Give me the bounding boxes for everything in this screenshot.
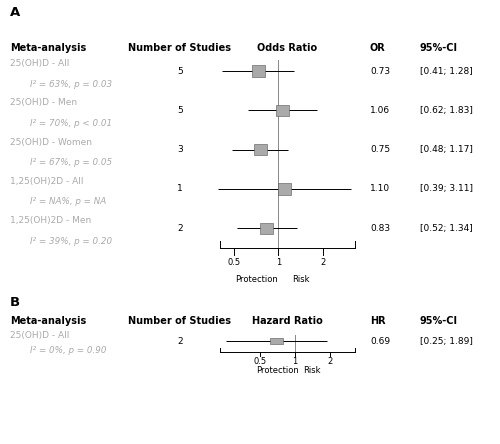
Text: OR: OR — [370, 43, 386, 53]
Text: 1,25(OH)2D - All: 1,25(OH)2D - All — [10, 177, 84, 186]
Text: I² = 0%, p = 0.90: I² = 0%, p = 0.90 — [30, 346, 106, 355]
Bar — [278, 183, 291, 194]
Text: Meta-analysis: Meta-analysis — [10, 43, 86, 53]
Text: 0.5: 0.5 — [228, 258, 241, 267]
Text: HR: HR — [370, 316, 386, 326]
Text: Protection: Protection — [256, 366, 299, 375]
Text: 25(OH)D - All: 25(OH)D - All — [10, 59, 70, 68]
Text: [0.25; 1.89]: [0.25; 1.89] — [420, 337, 473, 346]
Text: 0.75: 0.75 — [370, 145, 390, 154]
Text: Hazard Ratio: Hazard Ratio — [252, 316, 323, 326]
Text: I² = 63%, p = 0.03: I² = 63%, p = 0.03 — [30, 79, 112, 88]
Text: [0.41; 1.28]: [0.41; 1.28] — [420, 67, 473, 75]
Bar — [260, 222, 273, 234]
Text: 0.83: 0.83 — [370, 224, 390, 233]
Text: 95%-CI: 95%-CI — [420, 43, 458, 53]
Text: 3: 3 — [177, 145, 183, 154]
Text: Risk: Risk — [304, 366, 321, 375]
Text: 1.10: 1.10 — [370, 184, 390, 194]
Bar — [270, 338, 283, 345]
Text: 2: 2 — [327, 357, 332, 366]
Bar — [254, 144, 266, 155]
Text: Odds Ratio: Odds Ratio — [258, 43, 318, 53]
Text: 1.06: 1.06 — [370, 106, 390, 115]
Text: [0.39; 3.11]: [0.39; 3.11] — [420, 184, 473, 194]
Text: Number of Studies: Number of Studies — [128, 43, 232, 53]
Bar — [252, 65, 265, 77]
Text: I² = NA%, p = NA: I² = NA%, p = NA — [30, 198, 106, 206]
Text: 25(OH)D - All: 25(OH)D - All — [10, 331, 70, 340]
Text: B: B — [10, 296, 20, 309]
Text: A: A — [10, 6, 20, 19]
Text: I² = 39%, p = 0.20: I² = 39%, p = 0.20 — [30, 237, 112, 246]
Text: 0.73: 0.73 — [370, 67, 390, 75]
Text: 0.5: 0.5 — [254, 357, 267, 366]
Text: 2: 2 — [320, 258, 326, 267]
Text: [0.62; 1.83]: [0.62; 1.83] — [420, 106, 473, 115]
Text: 25(OH)D - Men: 25(OH)D - Men — [10, 99, 77, 107]
Text: I² = 67%, p = 0.05: I² = 67%, p = 0.05 — [30, 158, 112, 167]
Text: 1: 1 — [177, 184, 183, 194]
Text: 2: 2 — [177, 224, 183, 233]
Text: 25(OH)D - Women: 25(OH)D - Women — [10, 138, 92, 147]
Text: [0.52; 1.34]: [0.52; 1.34] — [420, 224, 473, 233]
Text: 95%-CI: 95%-CI — [420, 316, 458, 326]
Text: Risk: Risk — [292, 275, 310, 284]
Text: Meta-analysis: Meta-analysis — [10, 316, 86, 326]
Text: 0.69: 0.69 — [370, 337, 390, 346]
Text: 5: 5 — [177, 106, 183, 115]
Text: 1: 1 — [292, 357, 298, 366]
Text: 1,25(OH)2D - Men: 1,25(OH)2D - Men — [10, 216, 91, 226]
Text: 1: 1 — [276, 258, 281, 267]
Text: 2: 2 — [177, 337, 183, 346]
Text: [0.48; 1.17]: [0.48; 1.17] — [420, 145, 473, 154]
Bar — [276, 105, 288, 116]
Text: Number of Studies: Number of Studies — [128, 316, 232, 326]
Text: Protection: Protection — [235, 275, 278, 284]
Text: I² = 70%, p < 0.01: I² = 70%, p < 0.01 — [30, 119, 112, 128]
Text: 5: 5 — [177, 67, 183, 75]
